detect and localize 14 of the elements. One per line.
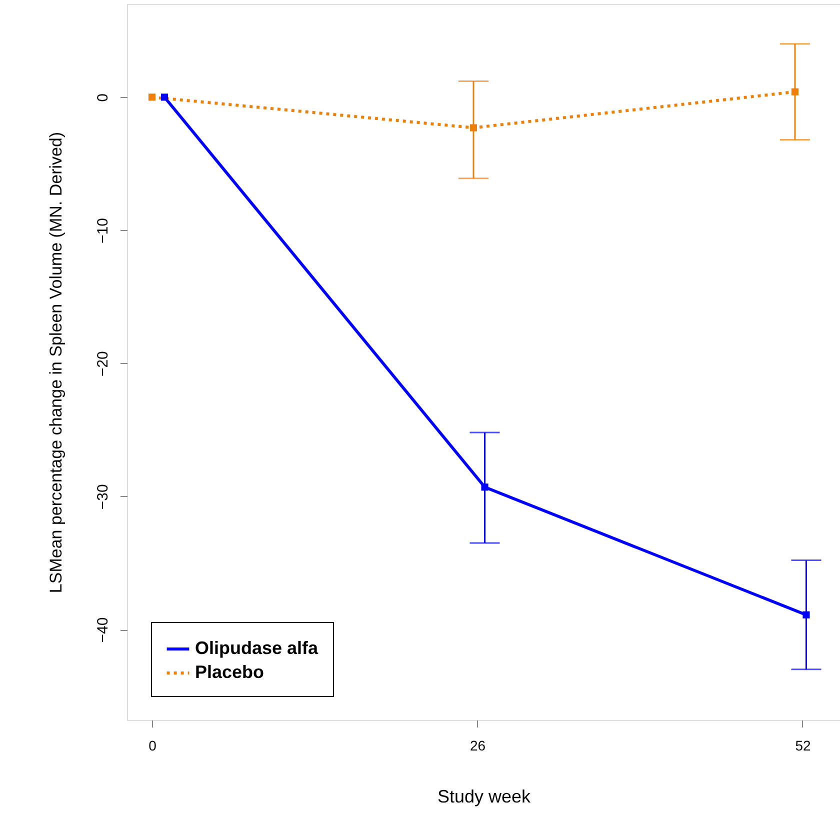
- y-tick-label: −20: [94, 351, 112, 377]
- x-tick-label: 52: [795, 738, 811, 754]
- y-tick-label: −40: [94, 617, 112, 643]
- y-tick-label: −10: [94, 218, 112, 244]
- legend-label: Olipudase alfa: [195, 638, 320, 658]
- x-axis-title: Study week: [437, 786, 532, 806]
- y-tick-label: 0: [94, 93, 112, 102]
- y-tick-label: −30: [94, 484, 112, 510]
- y-axis-title: LSMean percentage change in Spleen Volume (MN. Derived): [46, 132, 66, 594]
- legend-label: Placebo: [195, 662, 264, 682]
- x-tick-label: 26: [470, 738, 486, 754]
- point: [148, 94, 156, 101]
- x-tick-label: 0: [148, 738, 157, 754]
- point: [160, 94, 168, 101]
